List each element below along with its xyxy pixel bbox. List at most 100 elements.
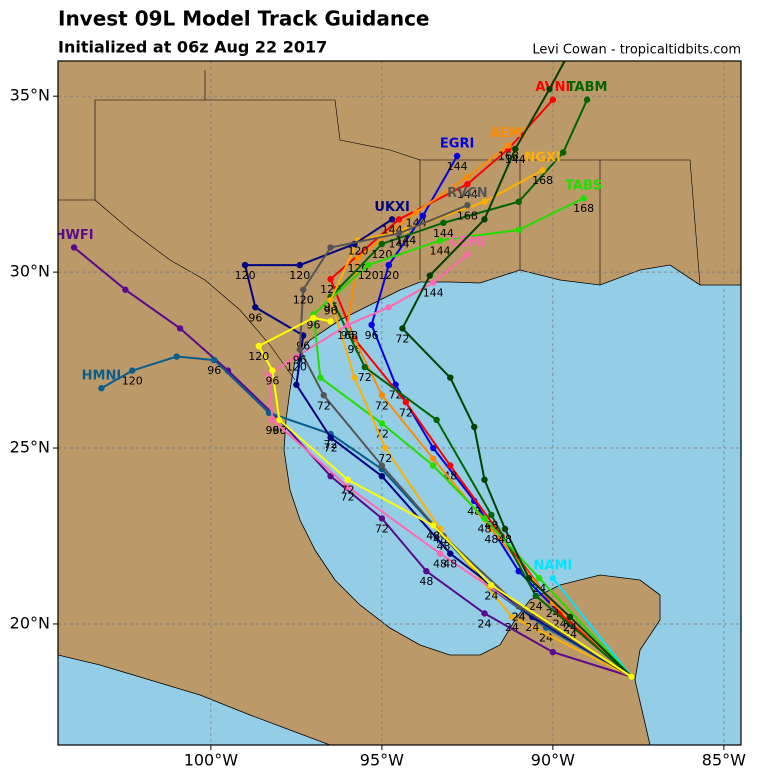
track-point (365, 261, 372, 269)
track-point (488, 582, 495, 589)
hour-label: 24 (546, 607, 560, 620)
track-point (440, 219, 447, 227)
hour-label: 120 (248, 350, 269, 363)
track-point (539, 166, 546, 174)
track-point (436, 550, 444, 557)
track-point (265, 409, 273, 417)
track-point (481, 216, 488, 223)
track-point (98, 385, 105, 392)
hour-label: 144 (406, 216, 427, 229)
track-point (344, 483, 351, 490)
model-name: AEMI (490, 126, 527, 141)
track-point (211, 356, 218, 364)
track-point (481, 198, 488, 205)
track-point (481, 610, 488, 617)
track-point (515, 198, 522, 205)
track-point (566, 613, 574, 621)
track-point (464, 180, 471, 188)
track-point (429, 444, 437, 452)
hour-label: 24 (477, 617, 491, 630)
hour-label: 48 (477, 522, 491, 535)
hour-label: 72 (341, 491, 355, 504)
hour-label: 24 (512, 610, 526, 623)
track-point (327, 275, 334, 283)
model-name: AVNI (535, 80, 570, 95)
model-name: TABS (565, 179, 602, 194)
track-point (549, 648, 557, 656)
track-point (423, 567, 430, 575)
track-point (378, 462, 386, 469)
y-tick-label: 30°N (10, 262, 50, 281)
hour-label: 96 (306, 318, 320, 331)
hour-label: 72 (378, 452, 392, 465)
track-point (447, 374, 454, 381)
track-point (549, 96, 557, 103)
track-point (447, 462, 454, 469)
model-name: RVCN (447, 186, 488, 201)
track-point (327, 244, 334, 251)
hour-label: 120 (235, 269, 256, 282)
hour-label: 168 (337, 329, 358, 342)
model-name: HWFI (55, 228, 94, 243)
hour-label: 144 (447, 160, 468, 173)
hour-label: 168 (532, 174, 553, 187)
track-point (327, 472, 334, 480)
border (58, 70, 206, 201)
hour-label: 120 (378, 269, 399, 282)
track-point (252, 304, 259, 311)
track-point (395, 216, 403, 223)
hour-label: 144 (433, 227, 454, 240)
track-point (525, 575, 533, 582)
track-point (453, 152, 461, 160)
track-point (327, 318, 334, 325)
hour-label: 144 (505, 153, 526, 166)
track-point (378, 392, 386, 399)
model-name: EGRI (440, 137, 474, 152)
hour-label: 168 (457, 209, 478, 222)
track-point (344, 321, 351, 329)
track-point (255, 342, 262, 350)
hour-label: 96 (207, 364, 221, 377)
hour-label: 96 (248, 311, 262, 324)
track-point (471, 423, 478, 431)
track-point (488, 511, 495, 519)
track-point (419, 212, 427, 220)
hour-label: 120 (358, 269, 379, 282)
track-point (276, 416, 283, 424)
track-point (399, 325, 406, 332)
track-point (122, 286, 129, 293)
track-point (344, 476, 351, 483)
border (94, 199, 296, 381)
track-point (378, 515, 386, 522)
track-point (532, 592, 539, 600)
track-point (436, 237, 444, 244)
track-point (173, 353, 180, 360)
hour-label: 48 (419, 575, 433, 588)
track-point (447, 550, 454, 557)
model-name: NAMI (534, 559, 573, 574)
track-point (429, 279, 437, 286)
hour-label: 48 (436, 540, 450, 553)
track-point (269, 416, 276, 424)
hour-label: 48 (484, 533, 498, 546)
x-tick-label: 90°W (531, 751, 575, 768)
hour-label: 120 (289, 269, 310, 282)
track-point (464, 251, 471, 258)
track-point (327, 297, 334, 304)
hour-label: 144 (430, 244, 451, 257)
hour-label: 96 (265, 375, 279, 388)
hour-label: 96 (265, 424, 279, 437)
track-point (412, 209, 420, 216)
track-line (370, 155, 633, 678)
track-line (243, 218, 633, 678)
hour-label: 48 (433, 558, 447, 571)
track-point (296, 261, 304, 269)
hour-label: 72 (375, 522, 389, 535)
track-point (361, 363, 368, 371)
x-tick-label: 100°W (184, 751, 239, 768)
track-point (378, 420, 386, 427)
track-point (433, 416, 440, 424)
track-point (317, 374, 324, 381)
track-point (402, 399, 410, 406)
track-point (464, 202, 471, 209)
